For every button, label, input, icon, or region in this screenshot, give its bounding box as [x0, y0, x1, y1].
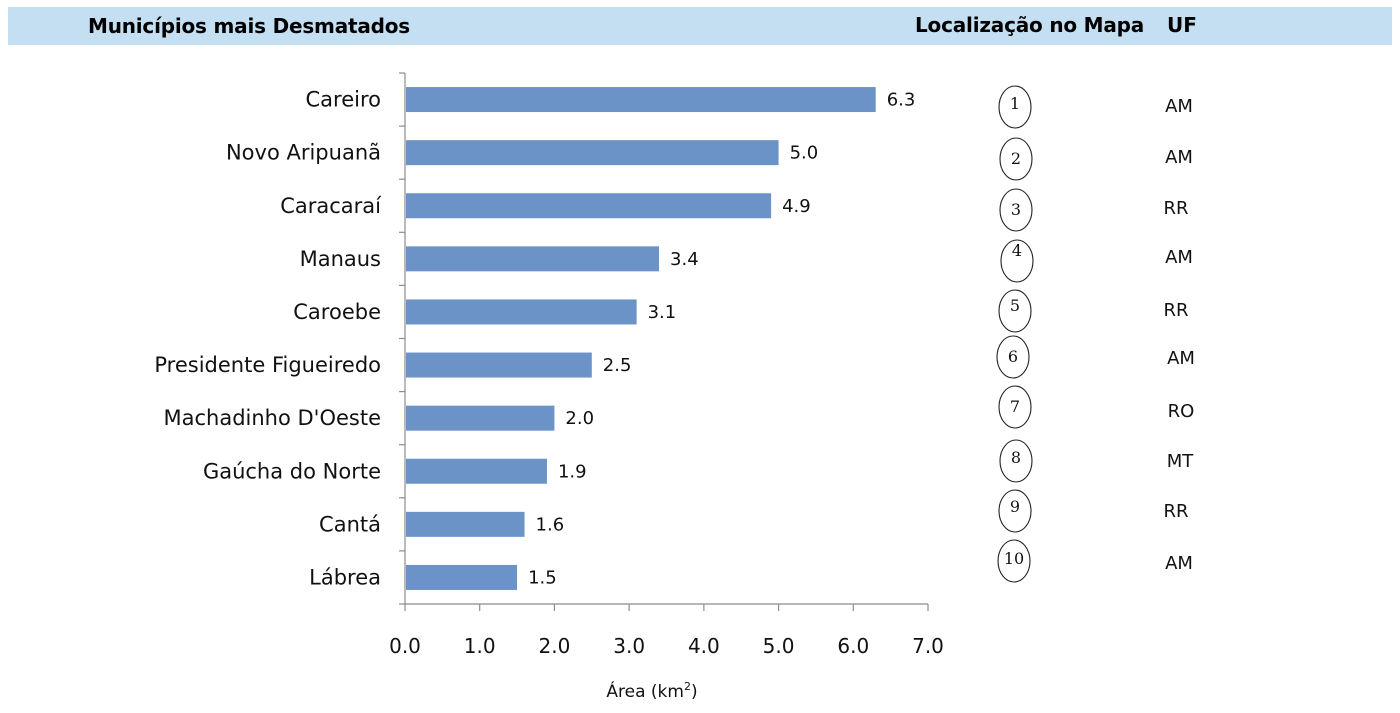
x-tick-label: 7.0: [912, 634, 944, 658]
value-label: 1.6: [536, 514, 565, 535]
value-label: 4.9: [782, 196, 811, 217]
map-number: 3: [1011, 200, 1021, 219]
category-label: Caroebe: [293, 300, 381, 324]
x-tick-label: 5.0: [763, 634, 795, 658]
uf-code: AM: [1165, 553, 1193, 574]
bar: [406, 87, 876, 113]
map-number: 6: [1008, 347, 1018, 366]
uf-code: RR: [1163, 198, 1188, 219]
uf-header: UF: [1167, 13, 1197, 37]
category-label: Cantá: [319, 512, 381, 536]
map-number-circle: [999, 137, 1033, 181]
x-tick-label: 0.0: [389, 634, 421, 658]
bar: [406, 564, 518, 590]
bar: [406, 246, 660, 272]
map-number-circle: [997, 539, 1031, 583]
map-number: 10: [1004, 549, 1024, 568]
uf-code: AM: [1165, 147, 1193, 168]
map-number: 5: [1010, 296, 1020, 315]
x-tick-label: 4.0: [688, 634, 720, 658]
map-number-circle: [999, 188, 1033, 232]
category-label: Novo Aripuanã: [226, 141, 381, 165]
bar: [406, 458, 547, 484]
map-number: 7: [1010, 397, 1020, 416]
category-label: Manaus: [300, 247, 381, 271]
x-tick-label: 1.0: [464, 634, 496, 658]
map-number-circle: [998, 85, 1032, 129]
value-label: 1.5: [528, 567, 557, 588]
map-number-circle: [999, 439, 1033, 483]
category-label: Caracaraí: [280, 194, 382, 218]
x-tick-label: 3.0: [613, 634, 645, 658]
value-label: 3.4: [670, 249, 699, 270]
value-label: 2.5: [603, 355, 632, 376]
value-label: 5.0: [790, 143, 819, 164]
uf-code: AM: [1167, 348, 1195, 369]
x-axis-title: Área (km2): [606, 680, 697, 702]
uf-code: AM: [1165, 247, 1193, 268]
value-label: 1.9: [558, 461, 587, 482]
category-label: Lábrea: [309, 565, 381, 589]
uf-code: RR: [1163, 501, 1188, 522]
map-number: 9: [1010, 497, 1020, 516]
map-number: 1: [1010, 94, 1020, 113]
value-label: 3.1: [648, 302, 677, 323]
uf-code: RR: [1163, 300, 1188, 321]
category-label: Careiro: [306, 88, 381, 112]
bar: [406, 140, 779, 166]
map-number-circle: [996, 335, 1030, 379]
category-label: Gaúcha do Norte: [203, 459, 381, 483]
uf-code: MT: [1167, 451, 1195, 472]
uf-code: AM: [1165, 96, 1193, 117]
map-number-circle: [998, 385, 1032, 429]
uf-code: RO: [1168, 401, 1195, 422]
bar: [406, 299, 637, 325]
category-label: Machadinho D'Oeste: [163, 406, 381, 430]
bar: [406, 511, 525, 537]
chart-title: Municípios mais Desmatados: [88, 14, 411, 38]
map-location-header: Localização no Mapa: [915, 13, 1145, 37]
map-number: 2: [1011, 149, 1021, 168]
bar: [406, 405, 555, 431]
map-number-circle: [998, 289, 1032, 333]
header-bar: [8, 7, 1392, 45]
map-number-circle: [998, 489, 1032, 533]
map-number: 8: [1011, 448, 1021, 467]
category-label: Presidente Figueiredo: [154, 353, 381, 377]
value-label: 2.0: [565, 408, 594, 429]
map-number-circle: [1000, 239, 1034, 283]
x-tick-label: 6.0: [837, 634, 869, 658]
map-number: 4: [1012, 241, 1022, 260]
bar: [406, 352, 592, 378]
bar: [406, 193, 772, 219]
x-tick-label: 2.0: [539, 634, 571, 658]
value-label: 6.3: [887, 90, 916, 111]
